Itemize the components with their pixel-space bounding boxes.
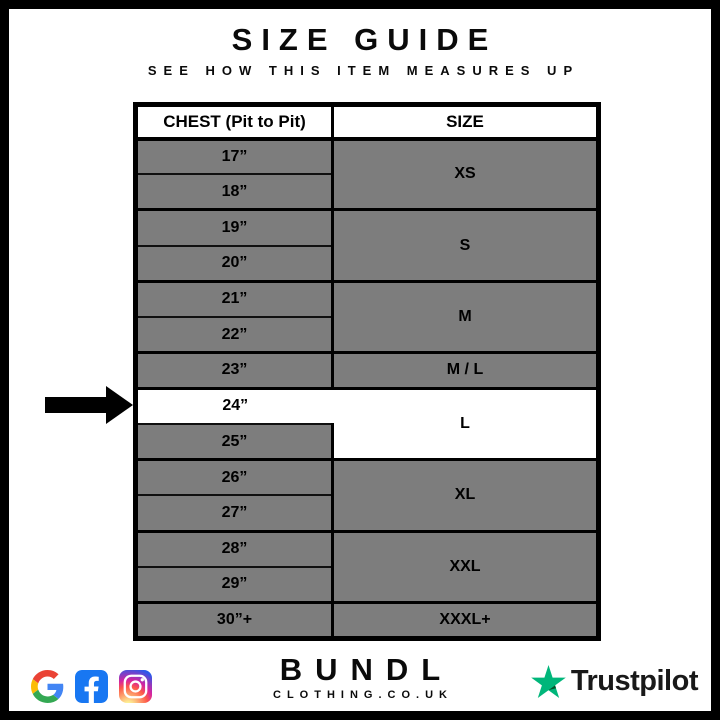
facebook-icon[interactable] xyxy=(75,670,108,703)
size-cell: XS xyxy=(332,138,599,210)
table-row: 26” XL xyxy=(135,458,599,532)
chest-cell: 27” xyxy=(135,494,334,532)
table-row: 25” xyxy=(135,423,599,460)
table-row: 30”+ XXXL+ xyxy=(135,600,599,639)
table-row: 21” M xyxy=(135,279,599,353)
page-title: SIZE GUIDE xyxy=(231,22,498,57)
size-cell: S xyxy=(332,208,599,282)
size-cell: L xyxy=(332,386,599,460)
table-row: 20” xyxy=(135,244,599,282)
instagram-icon[interactable] xyxy=(119,670,152,703)
table-header-row: CHEST (Pit to Pit) SIZE xyxy=(135,104,599,141)
table-row: 23” M / L xyxy=(135,351,599,389)
chest-cell: 23” xyxy=(135,351,334,389)
table-row: 17” XS xyxy=(135,138,599,210)
table-row: 27” xyxy=(135,494,599,532)
table-row: 18” xyxy=(135,173,599,210)
chest-cell: 26” xyxy=(135,458,334,496)
page-subtitle: SEE HOW THIS ITEM MEASURES UP xyxy=(147,63,580,78)
brand-lockup: BUNDL CLOTHING.CO.UK xyxy=(267,652,454,701)
trustpilot-logo[interactable]: Trustpilot xyxy=(531,665,699,698)
google-icon[interactable] xyxy=(31,670,64,703)
table-row: 19” S xyxy=(135,208,599,282)
table-header-size: SIZE xyxy=(332,104,599,141)
chest-cell: 24” xyxy=(135,386,333,424)
table-row: 22” xyxy=(135,315,599,353)
chest-cell: 30”+ xyxy=(135,600,334,639)
chest-cell: 19” xyxy=(135,208,334,246)
size-cell: M / L xyxy=(332,351,599,389)
brand-name: BUNDL xyxy=(279,652,454,687)
size-cell: XXL xyxy=(332,529,599,603)
chest-cell: 20” xyxy=(135,244,334,282)
trustpilot-star-icon xyxy=(531,665,566,698)
size-table: CHEST (Pit to Pit) SIZE 17” XS 18” 19” S 20” 2… xyxy=(133,102,601,641)
chest-cell: 21” xyxy=(135,279,334,317)
arrow-right-icon xyxy=(45,386,133,424)
social-icons xyxy=(31,670,152,703)
chest-cell: 28” xyxy=(135,529,334,567)
brand-domain: CLOTHING.CO.UK xyxy=(273,688,453,701)
chest-cell: 22” xyxy=(135,315,334,353)
size-cell: XL xyxy=(332,458,599,532)
size-cell: XXXL+ xyxy=(332,600,599,639)
table-header-chest: CHEST (Pit to Pit) xyxy=(135,104,334,141)
trustpilot-label: Trustpilot xyxy=(570,665,699,697)
size-cell: M xyxy=(332,279,599,353)
table-row: 29” xyxy=(135,565,599,603)
chest-cell: 25” xyxy=(135,423,334,460)
size-table-body: 17” XS 18” 19” S 20” 21” M 22” 23” M / L 24” L 25” 26”… xyxy=(135,138,599,639)
table-row: 28” XXL xyxy=(135,529,599,603)
chest-cell: 17” xyxy=(135,138,334,175)
chest-cell: 18” xyxy=(135,173,334,210)
chest-cell: 29” xyxy=(135,565,334,603)
table-row: 24” L xyxy=(135,386,599,460)
